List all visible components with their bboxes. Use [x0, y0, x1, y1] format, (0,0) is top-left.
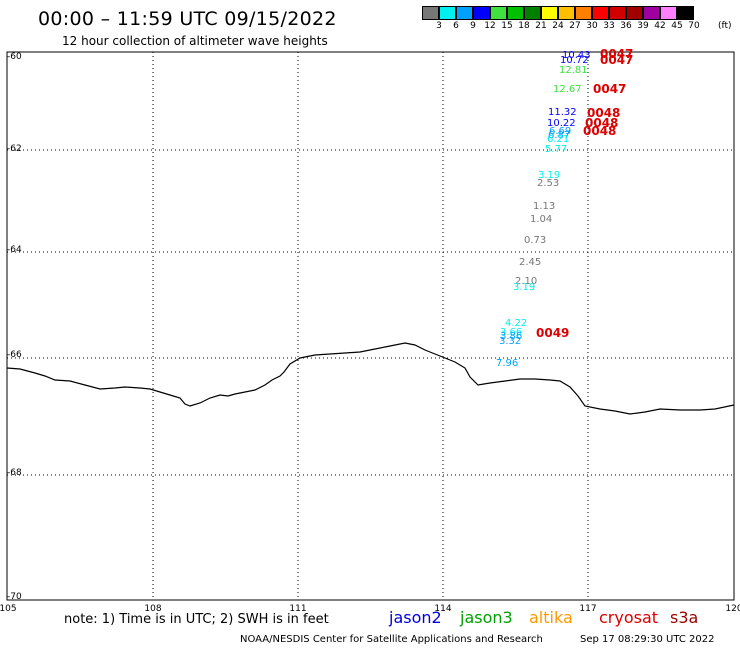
map-title: 00:00 – 11:59 UTC 09/15/2022 — [38, 8, 337, 30]
latitude-label: -62 — [7, 144, 22, 154]
latitude-label: -64 — [7, 245, 22, 255]
scale-swatch — [507, 6, 524, 20]
swh-observation: 3.66 — [500, 327, 523, 338]
scale-swatch — [592, 6, 609, 20]
swh-observation: 4.22 — [505, 318, 528, 329]
scale-swatch — [541, 6, 558, 20]
swh-observation: 10.43 — [562, 50, 591, 61]
swh-observation: 3.32 — [499, 336, 522, 347]
scale-label: 18 — [518, 21, 530, 31]
longitude-label: 117 — [579, 604, 597, 614]
scale-swatch — [677, 6, 694, 20]
swh-observation: 3.19 — [513, 282, 536, 293]
pass-time-label: 0047 — [593, 82, 627, 96]
pass-time-label: 0048 — [583, 124, 617, 138]
scale-unit: (ft) — [718, 21, 732, 31]
swh-observation: 0.73 — [524, 235, 547, 246]
pass-time-label: 0047 — [600, 53, 634, 67]
graticule — [7, 52, 734, 600]
pass-time-label: 0048 — [585, 116, 619, 130]
longitude-label: 120 — [725, 604, 740, 614]
scale-swatch — [473, 6, 490, 20]
latitude-label: -66 — [7, 350, 22, 360]
footer-timestamp: Sep 17 08:29:30 UTC 2022 — [580, 634, 715, 645]
swh-observation: 6.21 — [547, 134, 570, 145]
scale-swatch — [558, 6, 575, 20]
scale-label: 9 — [470, 21, 476, 31]
scale-swatch — [643, 6, 660, 20]
swh-observation: 2.10 — [515, 276, 538, 287]
coastline — [6, 342, 735, 415]
latitude-label: -60 — [7, 52, 22, 62]
satellite-legend-item: jason2 — [389, 608, 442, 627]
satellite-legend-item: cryosat — [599, 608, 659, 627]
scale-label: 33 — [603, 21, 615, 31]
satellite-legend-item: s3a — [670, 608, 699, 627]
swh-observation: 12.81 — [559, 65, 588, 76]
scale-label: 36 — [620, 21, 632, 31]
pass-time-label: 0048 — [587, 106, 621, 120]
swh-observation: 11.32 — [548, 107, 577, 118]
scale-swatch — [422, 6, 439, 20]
latitude-label: -70 — [7, 592, 22, 602]
scale-swatch — [575, 6, 592, 20]
longitude-label: 114 — [434, 604, 452, 614]
scale-label: 24 — [552, 21, 564, 31]
swh-observation: 6.87 — [548, 130, 571, 141]
map-subtitle: 12 hour collection of altimeter wave hei… — [62, 34, 328, 48]
scale-swatch — [660, 6, 677, 20]
note-text: note: 1) Time is in UTC; 2) SWH is in fe… — [64, 612, 329, 627]
satellite-legend-item: altika — [529, 608, 573, 627]
swh-observation: 6.69 — [549, 126, 572, 137]
scale-label: 27 — [569, 21, 581, 31]
swh-observation: 1.13 — [533, 201, 556, 212]
longitude-label: 108 — [144, 604, 162, 614]
scale-label: 12 — [484, 21, 496, 31]
scale-label: 70 — [688, 21, 700, 31]
scale-swatch — [609, 6, 626, 20]
scale-label: 3 — [436, 21, 442, 31]
swh-observation: 1.04 — [530, 214, 553, 225]
swh-observation: 5.77 — [545, 144, 568, 155]
swh-observation: 2.45 — [519, 257, 542, 268]
scale-swatch — [439, 6, 456, 20]
swh-observation: 7.96 — [496, 358, 519, 369]
scale-swatch — [456, 6, 473, 20]
latitude-label: -68 — [7, 468, 22, 478]
scale-label: 6 — [453, 21, 459, 31]
scale-swatch — [524, 6, 541, 20]
scale-label: 42 — [654, 21, 666, 31]
scale-label: 15 — [501, 21, 513, 31]
scale-swatch — [626, 6, 643, 20]
swh-observation: 3.86 — [500, 331, 523, 342]
swh-observation: 2.53 — [537, 178, 560, 189]
swh-observation: 10.22 — [547, 118, 576, 129]
scale-label: 45 — [671, 21, 683, 31]
scale-label: 21 — [535, 21, 547, 31]
footer-agency: NOAA/NESDIS Center for Satellite Applica… — [240, 634, 543, 645]
swh-observation: 3.19 — [538, 170, 561, 181]
swh-observation: 12.67 — [553, 84, 582, 95]
scale-label: 39 — [637, 21, 649, 31]
longitude-label: 111 — [289, 604, 307, 614]
scale-label: 30 — [586, 21, 598, 31]
longitude-label: 105 — [0, 604, 17, 614]
pass-time-label: 0049 — [536, 326, 570, 340]
pass-time-label: 0047 — [600, 47, 634, 61]
swh-observation: 10.72 — [560, 55, 589, 66]
scale-swatch — [490, 6, 507, 20]
satellite-legend-item: jason3 — [460, 608, 513, 627]
